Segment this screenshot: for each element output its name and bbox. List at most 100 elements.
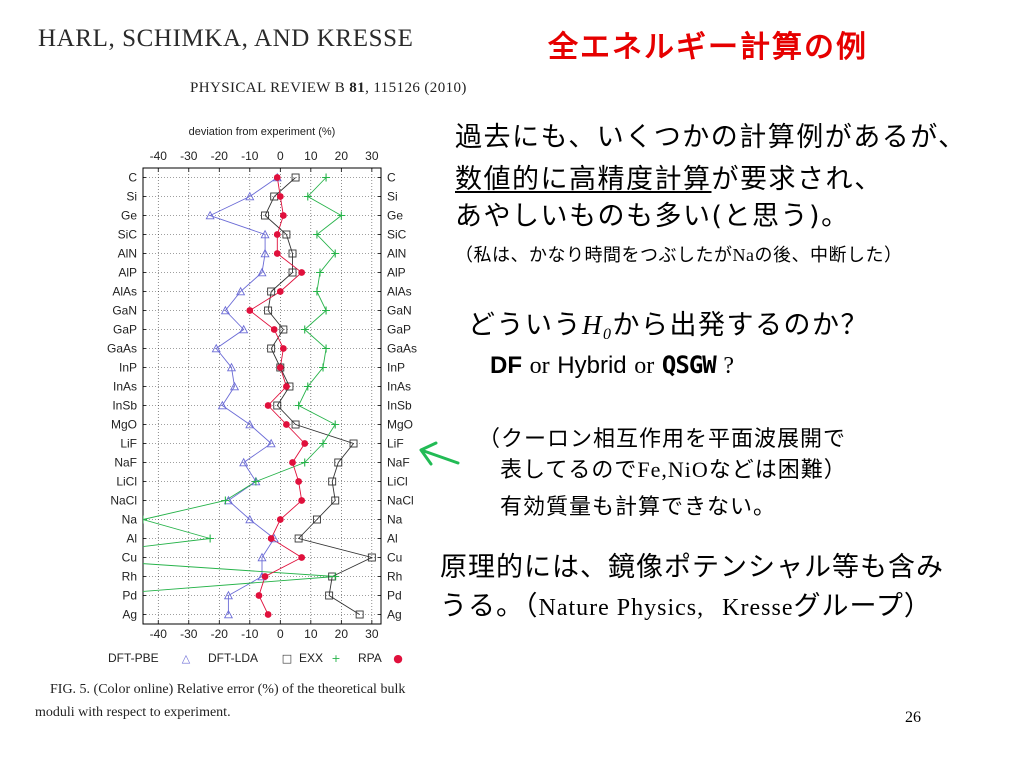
category-label-left: Al	[126, 532, 137, 546]
bulk-modulus-error-chart: -40 -40 -30 -30 -20 -20 -10 -10 0 0 10 10 20 20 30 30 C C…	[100, 120, 425, 670]
rpa-point-na	[276, 516, 284, 523]
exx-point-sic	[312, 230, 321, 239]
note-aside-a: （私は、かなり時間をつぶしたが	[455, 245, 733, 266]
dft-lda-point-ag	[355, 610, 364, 619]
question-line: どういうH0から出発するのか？	[468, 309, 869, 343]
dft-lda-point-al	[294, 534, 303, 543]
rpa-point-insb	[264, 402, 272, 409]
category-label-right: GaAs	[387, 342, 417, 356]
paper-citation: PHYSICAL REVIEW B 81, 115126 (2010)	[190, 78, 467, 98]
category-label-left: NaCl	[110, 494, 137, 508]
dft-lda-point-ge	[261, 211, 270, 220]
chart-svg: -40 -40 -30 -30 -20 -20 -10 -10 0 0 10 10 20 20 30 30 C C…	[107, 126, 417, 665]
category-label-right: AlP	[387, 266, 406, 280]
dft-lda-point-na	[312, 515, 321, 524]
dft-lda-point-licl	[328, 477, 337, 486]
dft-pbe-point-si	[245, 191, 255, 201]
rpa-point-sic	[273, 231, 281, 238]
exx-point-na	[143, 515, 147, 524]
dft-lda-point-mgo	[291, 420, 300, 429]
x-tick-label-top: 0	[277, 149, 284, 163]
x-tick-label-bottom: 10	[304, 627, 318, 641]
caption-line-1: FIG. 5. (Color online) Relative error (%…	[50, 682, 406, 697]
exx-point-gan	[322, 306, 331, 315]
x-tick-label-top: -40	[150, 149, 168, 163]
dft-lda-point-aln	[288, 249, 297, 258]
journal-name: PHYSICAL REVIEW B	[190, 80, 346, 96]
rpa-series-line	[249, 177, 306, 615]
category-label-right: Si	[387, 190, 398, 204]
x-tick-label-bottom: -10	[241, 627, 259, 641]
category-label-right: Pd	[387, 589, 402, 603]
category-label-right: Al	[387, 532, 398, 546]
category-label-right: SiC	[387, 228, 407, 242]
x-tick-label-top: 20	[335, 149, 349, 163]
remark-line-2-a: 表してるので	[500, 458, 638, 483]
x-tick-label-bottom: 30	[365, 627, 379, 641]
legend-symbol-dft-pbe: △	[182, 652, 191, 665]
rpa-point-lif	[301, 440, 309, 447]
x-tick-label-top: 10	[304, 149, 318, 163]
hamiltonian-h0: H0	[582, 310, 613, 343]
legend-label-dft-lda: DFT-LDA	[208, 651, 258, 665]
dft-pbe-point-inas	[229, 381, 240, 391]
exx-point-nacl	[221, 496, 230, 505]
remark-line-2-materials: Fe,NiO	[637, 457, 709, 482]
plot-frame	[142, 167, 382, 625]
exx-point-aln	[331, 249, 340, 258]
exx-point-gap	[300, 325, 309, 334]
note-line-1: 過去にも、いくつかの計算例があるが、	[455, 122, 967, 153]
category-label-left: AlP	[118, 266, 137, 280]
rpa-point-ge	[279, 212, 287, 219]
category-label-left: MgO	[111, 418, 137, 432]
category-label-right: InSb	[387, 399, 412, 413]
exx-point-alas	[312, 287, 321, 296]
grid	[143, 168, 381, 624]
question-b: から出発するのか？	[612, 310, 869, 341]
category-label-right: Na	[387, 513, 403, 527]
category-label-right: LiCl	[387, 475, 408, 489]
category-label-right: AlAs	[387, 285, 412, 299]
rpa-point-ag	[264, 611, 272, 618]
dft-lda-point-cu	[367, 553, 376, 562]
dft-pbe-point-aln	[260, 248, 270, 258]
category-label-right: AlN	[387, 247, 406, 261]
journal-volume: 81	[349, 80, 366, 96]
category-label-left: LiCl	[116, 475, 137, 489]
dft-pbe-point-gan	[220, 305, 230, 315]
exx-point-mgo	[331, 420, 340, 429]
dft-pbe-point-naf	[239, 457, 249, 467]
x-tick-label-top: -10	[241, 149, 259, 163]
note-line-2-underlined: 数値的に高精度計算	[455, 164, 712, 195]
category-label-left: Cu	[122, 551, 137, 565]
x-tick-label-top: -20	[211, 149, 229, 163]
note-aside-na: Na	[732, 245, 755, 265]
rpa-point-inas	[283, 383, 290, 390]
option-or-1: or	[529, 353, 550, 379]
category-label-right: Rh	[387, 570, 402, 584]
principle-journal: Nature Physics,	[538, 595, 705, 621]
dft-pbe-point-ag	[223, 609, 233, 619]
pointer-arrow-icon	[419, 441, 460, 466]
category-label-left: InSb	[112, 399, 137, 413]
dft-lda-point-naf	[334, 458, 343, 467]
option-or-2: or	[634, 353, 655, 379]
dft-lda-point-gan	[264, 306, 273, 315]
dft-pbe-point-lif	[266, 438, 276, 448]
category-label-left: AlN	[118, 247, 137, 261]
starting-point-options: DF or Hybrid or QSGW ?	[490, 350, 734, 381]
hamiltonian-h: H	[582, 310, 603, 340]
exx-point-gaas	[322, 344, 331, 353]
dft-pbe-point-sic	[260, 229, 270, 239]
exx-point-licl	[251, 477, 260, 486]
dft-pbe-point-insb	[217, 400, 227, 410]
category-label-right: InP	[387, 361, 405, 375]
category-label-left: GaAs	[107, 342, 137, 356]
legend-symbol-rpa: ●	[393, 652, 403, 665]
exx-point-inas	[303, 382, 312, 391]
plot-area	[143, 172, 376, 619]
category-label-left: C	[128, 171, 137, 185]
page-number: 26	[905, 709, 921, 726]
rpa-point-rh	[261, 573, 269, 580]
dft-pbe-point-pd	[223, 590, 233, 600]
